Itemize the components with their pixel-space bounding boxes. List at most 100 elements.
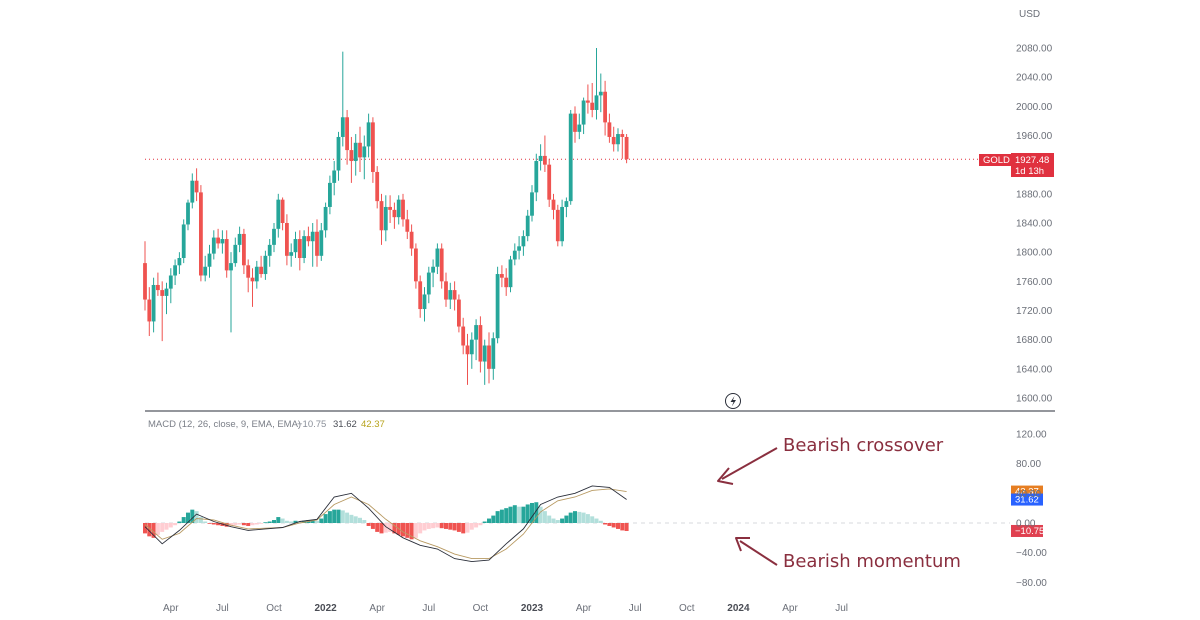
candle-body <box>487 345 491 369</box>
macd-badge-label: 31.62 <box>1015 495 1039 506</box>
histogram-bar <box>478 523 483 526</box>
candle <box>285 214 289 266</box>
candle-body <box>293 239 298 253</box>
histogram-bar <box>366 523 371 526</box>
candle-body <box>581 100 586 125</box>
candle-body <box>310 231 315 242</box>
candle-body <box>259 266 263 275</box>
candle-body <box>177 258 182 266</box>
candle <box>297 230 302 271</box>
histogram-bar <box>418 523 423 534</box>
candle-body <box>555 209 560 242</box>
macd-badge-label: −10.75 <box>1015 526 1044 537</box>
candle-body <box>250 277 255 282</box>
candle <box>590 83 595 118</box>
candle-body <box>547 164 552 200</box>
candle <box>289 243 294 267</box>
candle-body <box>478 325 483 362</box>
candle <box>194 168 199 202</box>
candle-body <box>422 294 427 310</box>
candle-body <box>594 95 599 110</box>
histogram-bar <box>362 520 367 523</box>
time-tick-label: Apr <box>369 603 385 614</box>
histogram-bar <box>616 523 620 529</box>
histogram-bar <box>534 502 539 523</box>
candle-body <box>495 274 500 339</box>
crossover-arrow-shaft <box>721 447 778 480</box>
histogram-bar <box>495 511 500 523</box>
candle <box>547 158 552 207</box>
bearish-crossover-annotation: Bearish crossover <box>717 435 944 485</box>
lightning-icon[interactable] <box>725 393 741 409</box>
histogram-bar <box>267 521 272 523</box>
histogram-bar <box>573 511 577 523</box>
histogram-bar <box>345 512 350 523</box>
histogram-bar <box>297 521 302 523</box>
candle <box>439 243 444 289</box>
candle-body <box>224 239 229 271</box>
candle <box>508 255 513 293</box>
candle <box>504 268 509 296</box>
histogram-bar <box>585 514 590 523</box>
candle <box>431 259 435 288</box>
candle-body <box>551 199 556 210</box>
candle <box>620 129 625 159</box>
candle-body <box>525 215 530 237</box>
histogram-bar <box>560 518 565 523</box>
candle-body <box>199 192 203 276</box>
candle <box>353 134 358 176</box>
candle-body <box>512 250 517 260</box>
candle-body <box>452 290 457 300</box>
candle <box>328 175 332 215</box>
candle <box>517 236 521 260</box>
candle-body <box>560 206 564 242</box>
macd-legend-label[interactable]: MACD (12, 26, close, 9, EMA, EMA) <box>148 419 301 430</box>
candle <box>349 136 354 183</box>
candle <box>573 106 577 143</box>
candle-body <box>194 180 199 193</box>
histogram-bar <box>250 523 255 526</box>
candle-body <box>160 290 165 296</box>
time-tick-label: Oct <box>679 603 695 614</box>
histogram-bar <box>620 523 625 531</box>
histogram-bar <box>611 523 616 528</box>
histogram-bar <box>409 523 414 540</box>
candle <box>211 230 216 260</box>
price-tick-label: 1880.00 <box>1016 189 1053 200</box>
histogram-bar <box>405 523 410 538</box>
candle <box>543 135 547 172</box>
candle-body <box>543 155 547 165</box>
candle <box>478 316 483 373</box>
histogram-bar <box>186 512 190 523</box>
histogram-bar <box>276 517 281 523</box>
histogram-bar <box>568 512 573 523</box>
candle <box>173 259 177 285</box>
signal-line <box>144 488 627 560</box>
candle <box>186 199 190 231</box>
histogram-bar <box>332 509 337 523</box>
candle <box>388 195 392 223</box>
candle <box>276 193 281 238</box>
candle-body <box>297 239 302 258</box>
candle-body <box>358 142 362 158</box>
histogram-bar <box>375 523 380 532</box>
candle-body <box>573 113 577 132</box>
candle-body <box>345 117 349 151</box>
histogram-bar <box>340 510 345 523</box>
time-tick-label: Oct <box>473 603 489 614</box>
macd-legend-histogram-value: −10.75 <box>297 419 326 430</box>
macd-tick-label: 80.00 <box>1016 459 1041 470</box>
histogram-bar <box>336 509 341 523</box>
candle <box>272 223 276 253</box>
histogram-bar <box>607 523 612 526</box>
time-tick-label: 2023 <box>521 603 544 614</box>
candle-body <box>624 136 629 160</box>
candle <box>190 173 195 209</box>
candle <box>418 275 423 318</box>
candle <box>469 332 474 369</box>
histogram-bar <box>160 523 165 532</box>
price-tick-label: 2040.00 <box>1016 73 1053 84</box>
gold-price-badge: GOLD 1927.48 1d 13h <box>979 153 1054 177</box>
candle <box>396 195 401 225</box>
